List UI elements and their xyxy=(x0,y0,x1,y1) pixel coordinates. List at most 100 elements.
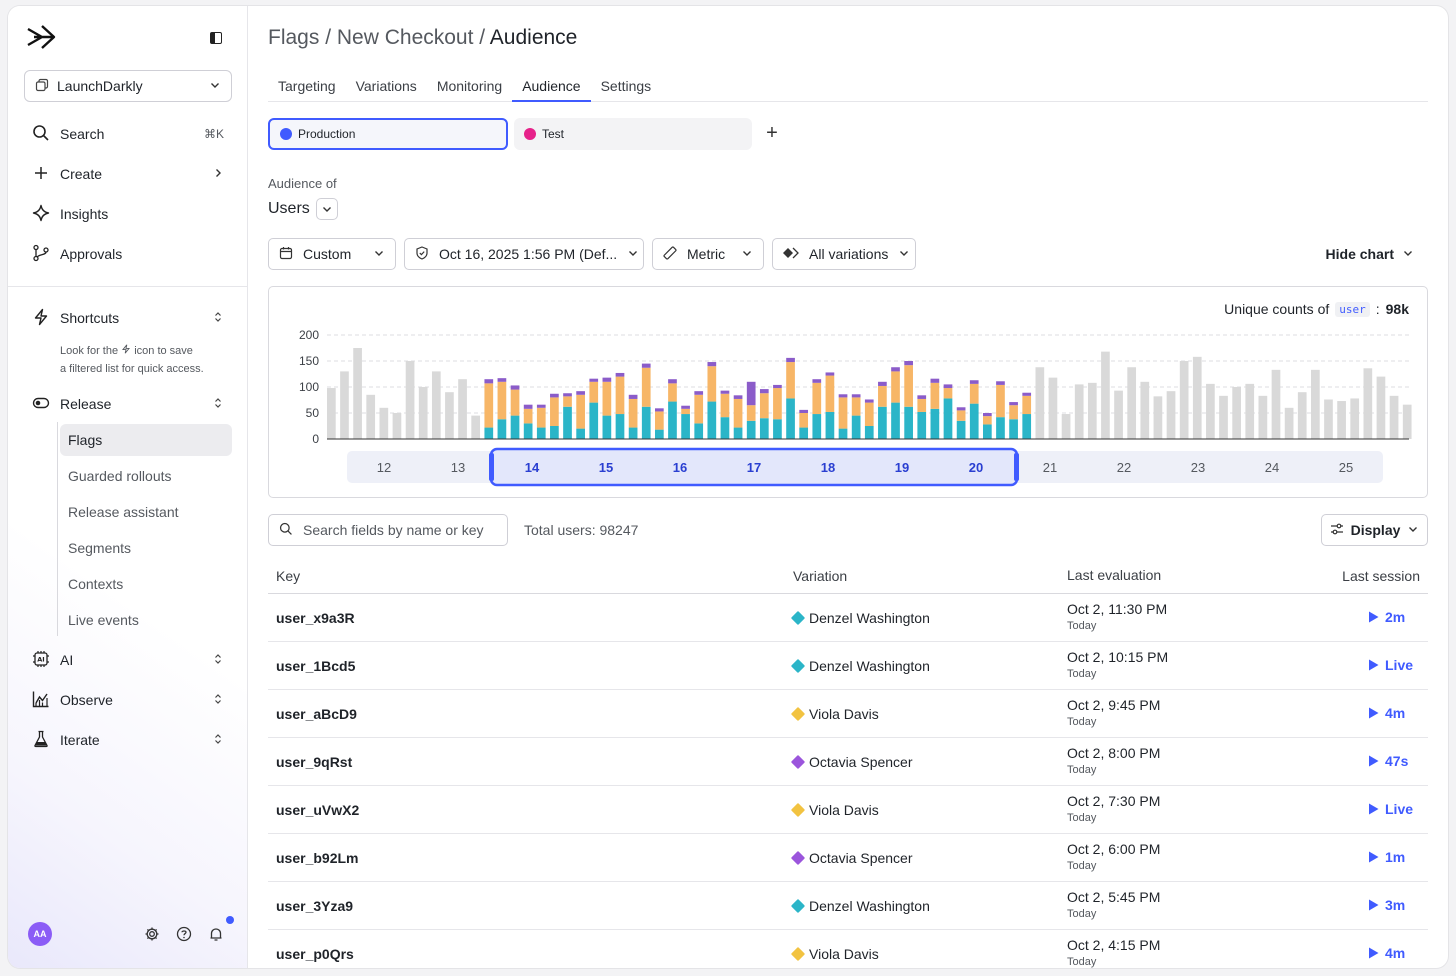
collapse-sidebar-icon[interactable] xyxy=(210,32,222,44)
variation-cell: Denzel Washington xyxy=(790,897,1067,914)
range-handle-right xyxy=(1014,453,1019,481)
search-fields-input[interactable]: Search fields by name or key xyxy=(268,514,508,546)
bar-segment-denzel xyxy=(536,427,546,439)
sidebar-item-release-assistant[interactable]: Release assistant xyxy=(68,504,179,520)
add-environment-button[interactable]: + xyxy=(766,122,778,144)
bar-segment-octavia xyxy=(786,357,795,363)
session-replay-button[interactable]: 47s xyxy=(1368,753,1420,769)
table-row[interactable]: user_9qRst Octavia Spencer Oct 2, 8:00 PM T… xyxy=(268,738,1428,786)
play-icon xyxy=(1369,899,1379,911)
nav-approvals[interactable]: Approvals xyxy=(24,238,232,270)
breadcrumb-flags[interactable]: Flags xyxy=(268,26,320,49)
bar-segment-viola xyxy=(864,402,874,426)
shortcuts-hint: Look for the icon to save a filtered lis… xyxy=(60,344,204,375)
bell-icon[interactable] xyxy=(208,926,224,942)
column-variation[interactable]: Variation xyxy=(793,567,848,584)
nav-release-label: Release xyxy=(60,396,112,412)
session-replay-button[interactable]: 4m xyxy=(1368,945,1420,961)
day-label: 19 xyxy=(895,460,909,475)
user-key[interactable]: user_p0Qrs xyxy=(276,945,354,962)
launchdarkly-logo[interactable] xyxy=(26,24,56,53)
metric-filter[interactable]: Metric xyxy=(652,238,764,270)
bar-segment-denzel xyxy=(550,426,559,439)
variations-filter[interactable]: All variations xyxy=(772,238,916,270)
tab-settings[interactable]: Settings xyxy=(600,78,652,94)
bar-segment-viola xyxy=(746,405,756,421)
bar-segment-octavia xyxy=(996,381,1005,385)
user-key[interactable]: user_uVwX2 xyxy=(276,801,360,818)
audience-selector[interactable]: Users xyxy=(268,198,338,220)
help-icon[interactable] xyxy=(176,926,192,942)
bar-inactive xyxy=(1337,401,1346,439)
session-replay-button[interactable]: 1m xyxy=(1368,849,1420,865)
hide-chart-button[interactable]: Hide chart xyxy=(1326,246,1414,262)
display-button[interactable]: Display xyxy=(1321,514,1428,546)
table-row[interactable]: user_x9a3R Denzel Washington Oct 2, 11:30 … xyxy=(268,594,1428,642)
bar-segment-viola xyxy=(681,408,690,415)
nav-observe-label: Observe xyxy=(60,692,113,708)
bar-inactive xyxy=(1074,384,1084,439)
session-replay-button[interactable]: 4m xyxy=(1368,705,1420,721)
hide-chart-label: Hide chart xyxy=(1325,246,1394,262)
nav-observe[interactable]: Observe xyxy=(24,684,232,716)
tab-variations[interactable]: Variations xyxy=(355,78,417,94)
nav-iterate[interactable]: Iterate xyxy=(24,724,232,756)
bar-inactive xyxy=(1297,392,1307,439)
column-key[interactable]: Key xyxy=(276,567,301,584)
sidebar-item-contexts[interactable]: Contexts xyxy=(68,576,124,592)
session-replay-button[interactable]: 2m xyxy=(1368,609,1420,625)
table-row[interactable]: user_1Bcd5 Denzel Washington Oct 2, 10:15 … xyxy=(268,642,1428,690)
table-row[interactable]: user_aBcD9 Viola Davis Oct 2, 9:45 PM Today… xyxy=(268,690,1428,738)
nav-release[interactable]: Release xyxy=(24,388,232,420)
user-key[interactable]: user_x9a3R xyxy=(276,609,355,626)
project-selector[interactable]: LaunchDarkly xyxy=(24,70,232,102)
session-duration: 4m xyxy=(1385,945,1406,961)
nav-create[interactable]: Create xyxy=(24,158,232,190)
day-label: 25 xyxy=(1339,460,1353,475)
variation-name: Viola Davis xyxy=(809,801,879,818)
user-key[interactable]: user_9qRst xyxy=(276,753,353,770)
avatar[interactable]: AA xyxy=(28,922,52,946)
user-key[interactable]: user_3Yza9 xyxy=(276,897,354,914)
tab-audience[interactable]: Audience xyxy=(512,70,591,102)
last-session-cell: Live xyxy=(1317,801,1428,818)
date-filter[interactable]: Oct 16, 2025 1:56 PM (Def... xyxy=(404,238,644,270)
tab-monitoring[interactable]: Monitoring xyxy=(436,78,503,94)
bar-segment-denzel xyxy=(878,406,887,439)
nav-search[interactable]: Search ⌘K xyxy=(24,118,232,150)
bar-inactive xyxy=(1087,382,1097,439)
user-key[interactable]: user_b92Lm xyxy=(276,849,359,866)
gear-icon[interactable] xyxy=(144,926,160,942)
bar-segment-denzel xyxy=(681,414,690,439)
bar-segment-octavia xyxy=(917,395,927,399)
sidebar-item-guarded-rollouts[interactable]: Guarded rollouts xyxy=(68,468,172,484)
sidebar-item-segments[interactable]: Segments xyxy=(68,540,132,556)
user-key[interactable]: user_aBcD9 xyxy=(276,705,357,722)
column-last-session[interactable]: Last session xyxy=(1342,567,1420,584)
user-key[interactable]: user_1Bcd5 xyxy=(276,657,356,674)
session-replay-button[interactable]: Live xyxy=(1368,657,1420,673)
session-replay-button[interactable]: Live xyxy=(1368,801,1420,817)
tab-targeting[interactable]: Targeting xyxy=(278,78,336,94)
env-test[interactable]: Test xyxy=(514,118,752,150)
nav-ai[interactable]: AI AI xyxy=(24,644,232,676)
column-last-evaluation[interactable]: Last evaluation xyxy=(1067,567,1162,583)
table-row[interactable]: user_p0Qrs Viola Davis Oct 2, 4:15 PM Today… xyxy=(268,930,1428,968)
range-filter[interactable]: Custom xyxy=(268,238,396,270)
session-replay-button[interactable]: 3m xyxy=(1368,897,1420,913)
table-row[interactable]: user_b92Lm Octavia Spencer Oct 2, 6:00 PM T… xyxy=(268,834,1428,882)
day-label: 20 xyxy=(969,460,983,475)
breadcrumb-flag[interactable]: New Checkout xyxy=(336,26,474,49)
expand-collapse-icon xyxy=(212,397,224,412)
chevron-down-icon[interactable] xyxy=(315,198,338,220)
variation-name: Denzel Washington xyxy=(809,897,930,914)
variation-name: Denzel Washington xyxy=(809,657,930,674)
sidebar-item-live-events[interactable]: Live events xyxy=(68,612,139,628)
sidebar-item-flags[interactable]: Flags xyxy=(60,424,232,456)
last-session-cell: 1m xyxy=(1317,849,1428,866)
table-row[interactable]: user_3Yza9 Denzel Washington Oct 2, 5:45 P… xyxy=(268,882,1428,930)
table-row[interactable]: user_uVwX2 Viola Davis Oct 2, 7:30 PM Today… xyxy=(268,786,1428,834)
nav-shortcuts[interactable]: Shortcuts xyxy=(24,302,232,334)
nav-insights[interactable]: Insights xyxy=(24,198,232,230)
env-production[interactable]: Production xyxy=(268,118,508,150)
